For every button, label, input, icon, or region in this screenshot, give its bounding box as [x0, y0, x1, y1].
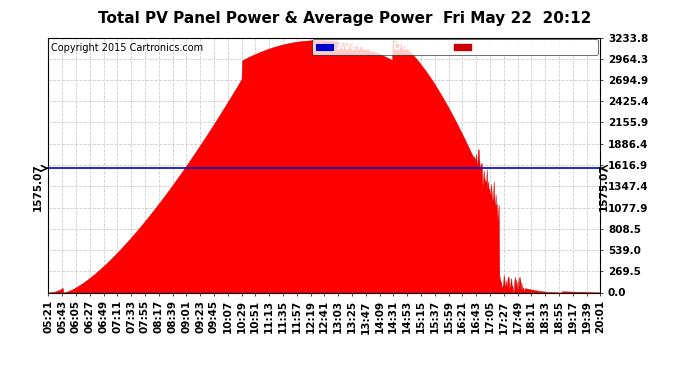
Text: 1575.07: 1575.07 [33, 164, 43, 211]
Legend: Average  (DC Watts), PV Panels  (DC Watts): Average (DC Watts), PV Panels (DC Watts) [312, 39, 598, 55]
Text: Copyright 2015 Cartronics.com: Copyright 2015 Cartronics.com [51, 43, 203, 52]
Text: 1575.07: 1575.07 [599, 164, 609, 211]
Text: Total PV Panel Power & Average Power  Fri May 22  20:12: Total PV Panel Power & Average Power Fri… [98, 11, 592, 26]
